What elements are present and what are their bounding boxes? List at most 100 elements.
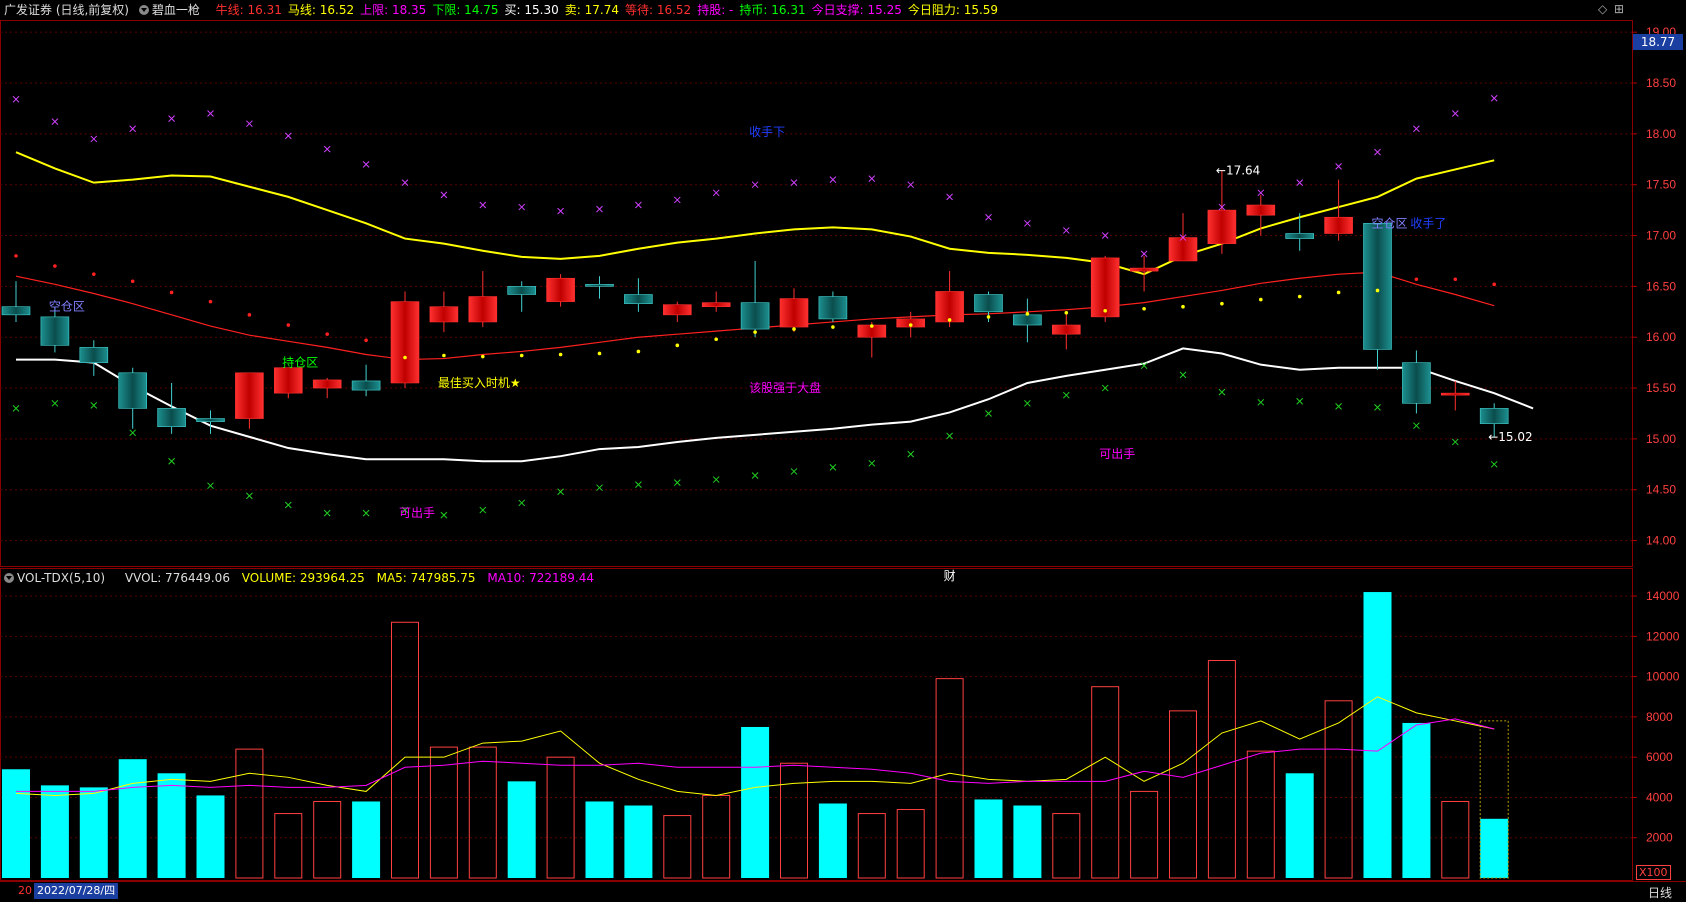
- chart-annotation: 可出手: [1099, 447, 1135, 461]
- upper-x-mark: [323, 145, 331, 153]
- lower-x-mark: [1490, 460, 1498, 468]
- lower-x-mark: [1179, 371, 1187, 379]
- series-line: [16, 347, 1534, 463]
- diamond-icon[interactable]: ◇: [1598, 2, 1608, 16]
- chart-annotation: 收手下: [749, 125, 785, 139]
- upper-x-mark: [1374, 148, 1381, 156]
- lower-x-mark: [51, 399, 59, 407]
- price-tick-label: 16.50: [1646, 279, 1676, 293]
- volume-bar: [313, 800, 342, 879]
- yellow-dot: [597, 351, 602, 356]
- upper-x-mark: [207, 110, 214, 117]
- candle-body: [662, 304, 692, 316]
- candle-body: [1479, 408, 1509, 424]
- lower-x-mark: [790, 468, 798, 475]
- volume-bar: [2, 769, 30, 878]
- yellow-dot: [1336, 290, 1341, 295]
- date-prefix: 20: [18, 884, 32, 897]
- red-dot: [1492, 282, 1496, 287]
- chart-annotation: 空仓区: [1372, 216, 1408, 230]
- price-tick-label: 17.50: [1646, 178, 1676, 192]
- upper-x-mark: [1062, 227, 1070, 234]
- lower-x-mark: [168, 457, 175, 465]
- volume-bar: [391, 621, 419, 879]
- volume-bar: [585, 801, 614, 878]
- chart-annotation: 空仓区: [49, 300, 85, 314]
- upper-x-mark: [1296, 179, 1304, 187]
- volume-tick-label: 12000: [1646, 629, 1680, 643]
- candle-body: [1168, 237, 1198, 262]
- volume-bar: [1441, 800, 1470, 879]
- header-item: 持股: -: [697, 3, 734, 17]
- red-dot: [92, 272, 96, 276]
- indicator-name[interactable]: 碧血一枪: [138, 3, 206, 17]
- upper-x-mark: [1451, 110, 1459, 117]
- volume-bar: [235, 748, 264, 879]
- candle-body: [779, 298, 809, 328]
- dropdown-icon[interactable]: [4, 572, 14, 583]
- yellow-dot: [1142, 306, 1146, 311]
- upper-x-mark: [362, 161, 370, 168]
- upper-x-mark: [557, 207, 564, 215]
- volume-scale-label: X100: [1636, 865, 1671, 880]
- period-label[interactable]: 日线: [1648, 886, 1673, 900]
- yellow-dot: [636, 349, 641, 354]
- lower-x-mark: [90, 401, 98, 409]
- candle-body: [701, 302, 731, 308]
- lower-x-mark: [284, 501, 292, 509]
- upper-x-mark: [1335, 163, 1342, 170]
- grid-icon[interactable]: ⊞: [1614, 2, 1625, 16]
- candle-body: [1246, 204, 1276, 216]
- red-dot: [169, 290, 174, 295]
- ma5-value: MA5: 747985.75: [376, 571, 476, 585]
- upper-x-mark: [1024, 219, 1031, 227]
- candle-body: [118, 372, 147, 409]
- volume-bar: [1207, 660, 1236, 879]
- chart-annotation: ←17.64: [1216, 163, 1260, 177]
- candle-body: [1052, 324, 1081, 335]
- candle-body: [312, 379, 342, 389]
- header-item: 上限: 18.35: [360, 3, 427, 17]
- volume-value: VOLUME: 293964.25: [241, 571, 365, 585]
- candle-body: [546, 277, 575, 302]
- volume-bar: [857, 813, 886, 879]
- yellow-dot: [1181, 304, 1185, 309]
- current-volume-box: [1479, 720, 1509, 879]
- candle-body: [1207, 209, 1237, 244]
- upper-x-mark: [284, 132, 292, 140]
- candle-body: [390, 301, 420, 384]
- lower-x-mark: [1024, 399, 1031, 407]
- volume-indicator-name[interactable]: VOL-TDX(5,10): [4, 571, 113, 585]
- ma10-value: MA10: 722189.44: [487, 571, 594, 585]
- vvol-value: VVOL: 776449.06: [124, 571, 230, 585]
- volume-bar: [1402, 722, 1431, 878]
- yellow-dot: [792, 327, 796, 331]
- lower-x-mark: [907, 450, 915, 458]
- price-tick-label: 14.50: [1646, 483, 1676, 497]
- candle-body: [40, 316, 70, 346]
- upper-x-mark: [518, 203, 526, 211]
- volume-bar: [196, 795, 225, 878]
- yellow-dot: [1259, 297, 1263, 302]
- red-dot: [325, 332, 330, 336]
- volume-bar: [79, 787, 108, 878]
- header-item: 今日支撑: 15.25: [811, 3, 902, 17]
- lower-x-mark: [751, 472, 759, 479]
- volume-tick-label: 4000: [1646, 790, 1673, 804]
- volume-bar: [663, 815, 692, 879]
- lower-x-mark: [1413, 422, 1420, 430]
- candle-body: [585, 284, 614, 287]
- yellow-dot: [1375, 288, 1380, 293]
- chart-annotation: 该股强于大盘: [749, 380, 821, 395]
- lower-x-mark: [1257, 398, 1265, 406]
- lower-x-mark: [829, 464, 837, 471]
- yellow-dot: [753, 330, 757, 334]
- upper-x-mark: [51, 118, 59, 126]
- candle-body: [196, 418, 225, 422]
- upper-x-mark: [712, 189, 720, 197]
- lower-x-mark: [1451, 438, 1459, 446]
- upper-x-mark: [790, 179, 798, 187]
- volume-panel-frame: [0, 568, 1633, 881]
- dropdown-icon[interactable]: [138, 4, 149, 15]
